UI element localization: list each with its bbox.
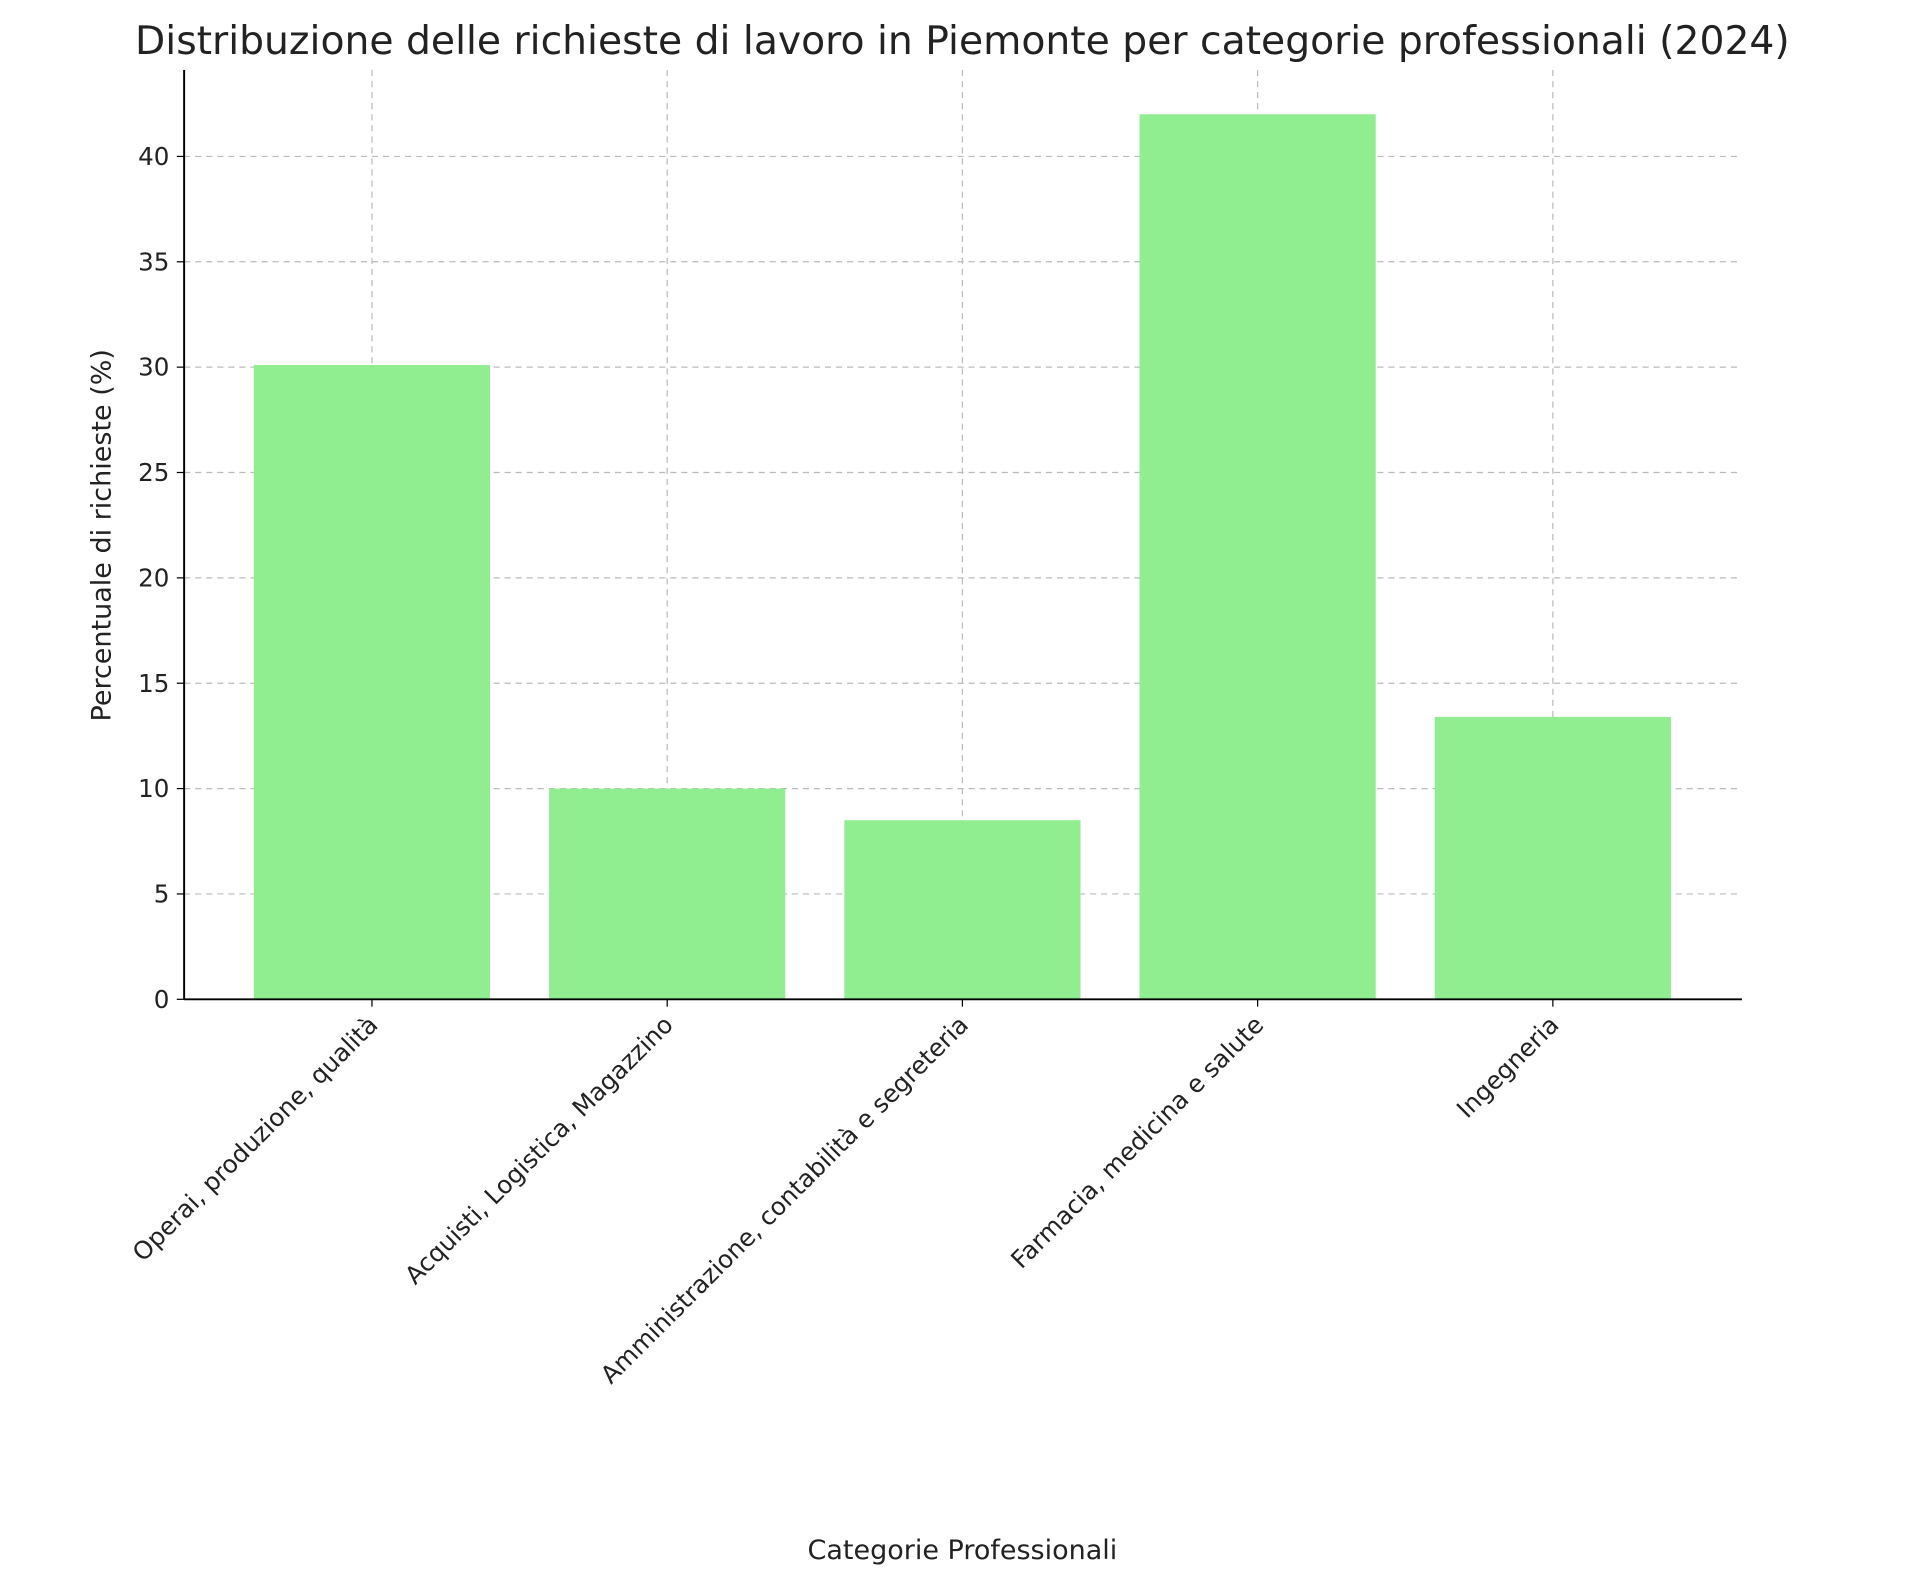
x-tick-label: Farmacia, medicina e salute: [1005, 1010, 1269, 1274]
y-tick-label: 35: [138, 247, 169, 276]
bar: [844, 820, 1081, 1000]
y-tick-label: 5: [154, 880, 170, 909]
x-tick-label: Ingegneria: [1451, 1010, 1565, 1124]
x-tick-label: Operai, produzione, qualità: [127, 1010, 384, 1267]
y-tick-label: 30: [138, 353, 169, 382]
x-axis-label: Categorie Professionali: [807, 1535, 1117, 1566]
y-tick-label: 40: [138, 142, 169, 171]
bar: [1139, 114, 1376, 1000]
chart-title: Distribuzione delle richieste di lavoro …: [135, 19, 1790, 64]
y-tick-label: 0: [154, 985, 170, 1014]
x-tick-label: Amministrazione, contabilità e segreteri…: [595, 1010, 974, 1389]
x-tick-label: Acquisti, Logistica, Magazzino: [399, 1010, 679, 1290]
bar: [1434, 716, 1671, 1000]
y-tick-label: 25: [138, 458, 169, 487]
bars: [253, 114, 1671, 1000]
y-axis-label: Percentuale di richieste (%): [86, 349, 117, 721]
y-tick-label: 10: [138, 774, 169, 803]
y-tick-label: 15: [138, 669, 169, 698]
bar: [253, 365, 491, 1000]
bar: [549, 788, 786, 1000]
y-tick-label: 20: [138, 563, 169, 592]
